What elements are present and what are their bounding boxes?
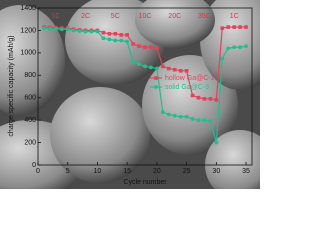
- point: [172, 113, 177, 118]
- point: [238, 45, 243, 50]
- point: [238, 25, 242, 29]
- point: [226, 25, 231, 29]
- rate-label: 10C: [139, 13, 152, 20]
- point: [172, 67, 177, 72]
- point: [220, 26, 225, 30]
- point: [137, 62, 141, 66]
- point: [83, 29, 88, 34]
- y-tick-label: 600: [24, 95, 36, 102]
- point: [71, 28, 76, 33]
- point: [149, 65, 153, 70]
- x-tick-label: 30: [212, 168, 220, 175]
- rate-label: 2C: [81, 13, 90, 20]
- point: [232, 25, 236, 29]
- point: [101, 30, 106, 35]
- y-tick-label: 800: [24, 72, 36, 79]
- point: [161, 64, 165, 69]
- point: [184, 114, 189, 119]
- point: [89, 29, 94, 34]
- x-tick-label: 20: [153, 168, 161, 175]
- y-tick-label: 1400: [20, 5, 36, 12]
- point: [178, 114, 183, 119]
- point: [125, 39, 130, 44]
- point: [196, 118, 201, 123]
- x-tick-label: 10: [94, 168, 102, 175]
- point: [131, 59, 136, 64]
- x-tick-label: 5: [66, 168, 70, 175]
- point: [154, 66, 159, 71]
- point: [65, 27, 70, 32]
- point: [214, 98, 219, 102]
- rate-label: 5C: [111, 13, 120, 20]
- point: [149, 45, 153, 50]
- point: [107, 37, 112, 42]
- point: [190, 93, 195, 98]
- point: [196, 95, 201, 100]
- point: [220, 56, 225, 61]
- x-tick-label: 35: [242, 168, 250, 175]
- point: [178, 69, 183, 73]
- y-tick-label: 1200: [20, 27, 36, 34]
- point: [244, 25, 248, 29]
- point: [107, 31, 112, 36]
- point: [143, 64, 147, 69]
- rate-label: 1C: [230, 13, 239, 20]
- y-tick-label: 400: [24, 117, 36, 124]
- point: [119, 33, 124, 37]
- point: [190, 117, 195, 121]
- point: [125, 33, 129, 37]
- legend-label: solid Ga@C-3: [165, 84, 209, 91]
- point: [214, 140, 219, 145]
- point: [184, 69, 189, 73]
- chart: Cycle number charge specific capacity (m…: [0, 0, 260, 189]
- legend-marker: [154, 76, 158, 80]
- point: [113, 38, 118, 43]
- point: [160, 110, 165, 115]
- point: [232, 45, 237, 50]
- point: [208, 97, 213, 101]
- point: [137, 44, 141, 48]
- point: [202, 118, 207, 123]
- point: [155, 46, 159, 51]
- x-axis-label: Cycle number: [123, 179, 167, 186]
- y-axis-label: charge specific capacity (mAh/g): [8, 35, 15, 136]
- point: [226, 46, 231, 51]
- point: [95, 29, 100, 34]
- legend-marker: [154, 85, 158, 89]
- point: [53, 26, 58, 31]
- x-tick-label: 0: [36, 168, 40, 175]
- x-tick-label: 25: [183, 168, 191, 175]
- point: [47, 26, 52, 31]
- sem-background: [0, 0, 260, 189]
- y-tick-label: 0: [32, 162, 36, 169]
- x-tick-label: 15: [123, 168, 131, 175]
- point: [244, 44, 248, 49]
- point: [202, 97, 207, 101]
- point: [131, 42, 135, 46]
- point: [166, 66, 171, 71]
- rate-label: 20C: [168, 13, 181, 20]
- plot-frame: [37, 7, 253, 166]
- point: [42, 26, 46, 31]
- rate-label: 35C: [198, 13, 211, 20]
- point: [166, 112, 171, 117]
- point: [59, 27, 64, 32]
- rate-label: 1C: [51, 13, 60, 20]
- point: [119, 38, 124, 43]
- y-tick-label: 1000: [20, 50, 36, 57]
- point: [208, 119, 213, 124]
- point: [113, 31, 118, 36]
- point: [77, 29, 82, 33]
- point: [143, 45, 147, 50]
- y-tick-label: 200: [24, 139, 36, 146]
- legend-label: hollow Ga@C-1: [165, 75, 215, 82]
- point: [101, 36, 106, 41]
